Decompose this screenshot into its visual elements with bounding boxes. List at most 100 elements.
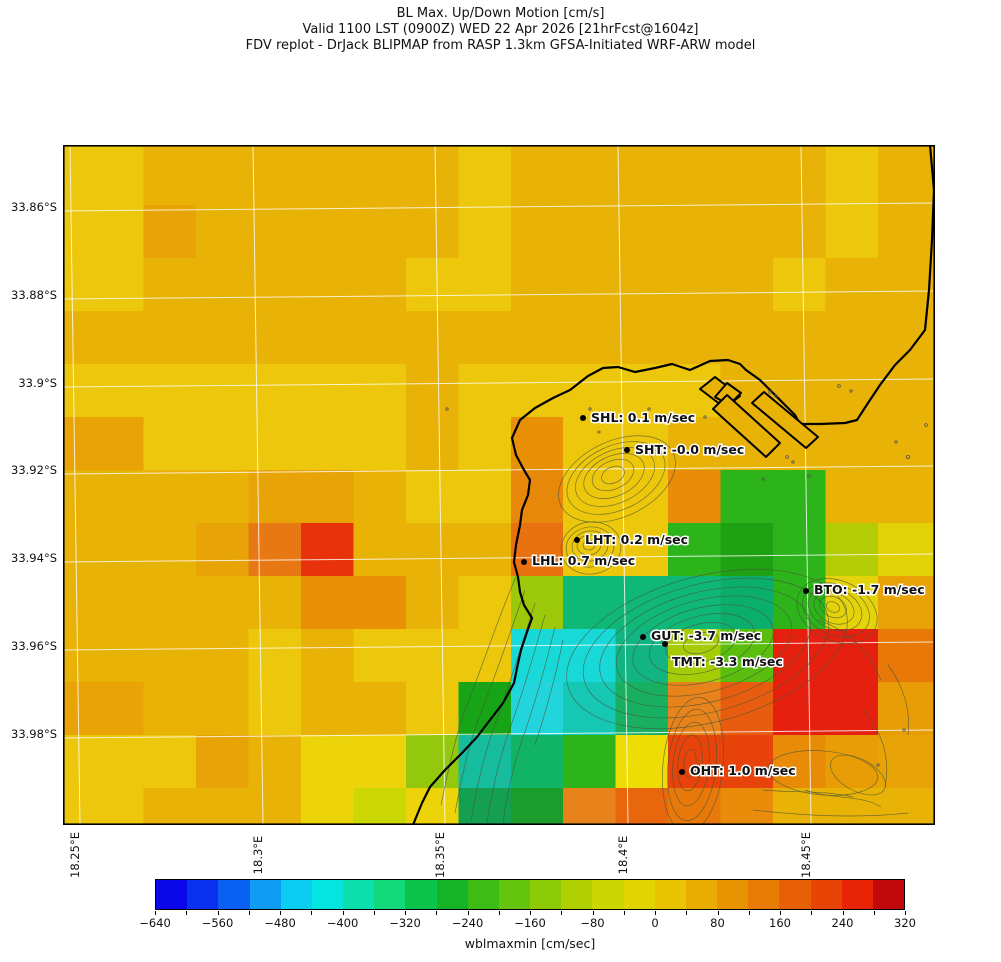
heat-cell (511, 145, 564, 206)
heat-cell (668, 258, 722, 312)
heat-cell (825, 735, 879, 789)
heat-cell (406, 417, 460, 471)
graticule-parallel (63, 290, 935, 300)
heat-cell (668, 470, 722, 524)
heat-cell (668, 682, 722, 736)
heat-cell (248, 629, 302, 683)
heat-cell (720, 682, 774, 736)
colorbar-tick (686, 911, 688, 915)
heat-cell (773, 788, 827, 825)
colorbar-segment (592, 880, 624, 909)
heat-cell (406, 145, 460, 206)
title-line-1: BL Max. Up/Down Motion [cm/s] (396, 6, 605, 21)
heat-cell (248, 576, 302, 630)
heat-cell (248, 417, 302, 471)
heat-cell (301, 470, 355, 524)
heat-cell (563, 364, 617, 418)
heat-cell (878, 258, 935, 312)
heat-cell (406, 788, 460, 825)
heat-cell (196, 311, 250, 365)
heat-cell (563, 145, 617, 206)
heat-cell (720, 470, 774, 524)
heat-cell (248, 523, 302, 577)
heat-cell (248, 735, 302, 789)
colorbar-segment (467, 880, 499, 909)
heat-cell (668, 205, 722, 259)
colorbar-tick-label: 320 (894, 916, 916, 930)
heat-cell (563, 735, 617, 789)
colorbar-segment (498, 880, 531, 909)
heat-cell (615, 735, 669, 789)
harbor-pier (751, 391, 819, 449)
heat-cell (196, 735, 250, 789)
heat-cell (406, 629, 460, 683)
colorbar-segment (685, 880, 718, 909)
heat-cell (353, 258, 407, 312)
heat-cell (143, 205, 197, 259)
heat-cell (563, 205, 617, 259)
lon-tick-label: 18.45°E (799, 832, 813, 878)
graticule-parallel (63, 641, 935, 651)
heat-cell (773, 258, 827, 312)
heat-cell (196, 145, 250, 206)
heat-cell (248, 470, 302, 524)
heat-cell (353, 205, 407, 259)
heat-cell (615, 576, 669, 630)
colorbar-segment (405, 880, 437, 909)
colorbar-tick (280, 911, 281, 915)
heat-cell (511, 470, 564, 524)
heat-cell (720, 523, 774, 577)
heat-cell (301, 523, 355, 577)
colorbar-segment (654, 880, 686, 909)
colorbar-tick (655, 911, 656, 915)
colorbar-tick-label: −320 (389, 916, 421, 930)
heat-cell (458, 364, 512, 418)
heat-cell (511, 682, 564, 736)
heat-cell (615, 417, 669, 471)
heat-cell (668, 735, 722, 789)
colorbar-tick-label: −480 (264, 916, 296, 930)
heat-cell (878, 788, 935, 825)
heat-cell (825, 311, 879, 365)
heat-cell (196, 417, 250, 471)
heat-cell (878, 364, 935, 418)
heat-cell (63, 145, 145, 206)
heat-cell (248, 311, 302, 365)
heat-cell (406, 682, 460, 736)
islet-specks (445, 384, 928, 767)
colorbar-tick (467, 911, 469, 915)
heat-cell (406, 470, 460, 524)
heat-cell (615, 145, 669, 206)
station-label: TMT: -3.3 m/sec (672, 654, 783, 669)
station-dot (521, 559, 527, 565)
station-dot (574, 537, 580, 543)
heat-cell (143, 470, 197, 524)
heat-cell (301, 735, 355, 789)
colorbar-tick (186, 911, 188, 915)
lat-tick-label: 33.88°S (11, 288, 57, 302)
heat-cell (143, 311, 197, 365)
colorbar-axis-label: wblmaxmin [cm/sec] (464, 936, 596, 951)
heat-cell (63, 205, 145, 259)
colorbar-tick (405, 911, 406, 915)
graticule-parallel (63, 465, 935, 475)
heat-cell (248, 788, 302, 825)
station-dot (640, 634, 646, 640)
heat-cell (825, 682, 879, 736)
heat-cell (301, 364, 355, 418)
heat-cell (63, 523, 145, 577)
heat-cell (878, 576, 935, 630)
heat-cell (196, 629, 250, 683)
graticule-parallel (63, 202, 935, 212)
colorbar-tick-label: −640 (139, 916, 171, 930)
heat-cell (63, 788, 145, 825)
colorbar-segment (717, 880, 749, 909)
map-border (63, 145, 935, 825)
graticule-meridian (434, 145, 446, 825)
colorbar-segment (841, 880, 873, 909)
heat-cell (563, 417, 617, 471)
graticule-parallel (63, 378, 935, 388)
colorbar-tick (342, 911, 344, 915)
station-marker-SHT: SHT: -0.0 m/sec (624, 441, 746, 459)
